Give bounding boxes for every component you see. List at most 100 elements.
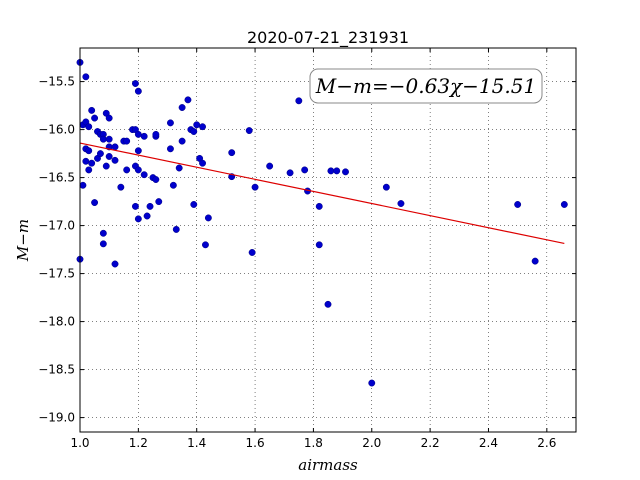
data-point	[146, 202, 154, 210]
data-point	[134, 215, 142, 223]
data-point	[169, 181, 177, 189]
data-point	[204, 214, 212, 222]
data-point	[155, 198, 163, 206]
data-point	[560, 201, 568, 208]
data-point	[140, 132, 148, 140]
data-point	[99, 135, 107, 143]
data-point	[134, 130, 142, 138]
data-point	[301, 166, 309, 174]
x-tick-label: 1.8	[304, 436, 323, 450]
data-point	[105, 153, 113, 160]
data-point	[131, 80, 139, 87]
fit-equation-frame	[309, 68, 543, 104]
data-point	[111, 143, 119, 151]
x-tick-label: 2.0	[362, 436, 381, 450]
data-point	[199, 123, 206, 131]
data-point	[286, 169, 294, 177]
data-point	[514, 201, 522, 208]
data-point	[91, 114, 99, 122]
x-tick-label: 1.0	[70, 436, 89, 450]
data-point	[531, 257, 539, 265]
data-point	[166, 119, 174, 127]
data-point	[178, 104, 186, 111]
y-tick-label: −17.0	[38, 219, 75, 233]
data-point	[105, 114, 113, 122]
data-point	[105, 135, 113, 143]
x-axis-label: airmass	[298, 456, 358, 474]
data-point	[248, 249, 256, 256]
chart-title: 2020-07-21_231931	[247, 28, 409, 48]
data-point	[193, 121, 201, 129]
grid-lines	[80, 48, 576, 432]
data-point	[152, 130, 160, 138]
y-tick-label: −17.5	[38, 267, 75, 281]
data-point	[123, 137, 131, 145]
data-point	[85, 166, 93, 174]
data-point	[342, 168, 349, 176]
data-point	[143, 212, 151, 220]
data-point	[82, 157, 90, 165]
data-point	[382, 183, 390, 191]
axis-ticks: 1.0 1.2 1.4 1.6 1.8 2.0 2.2 2.4 2.6 −15.5 −16.0 −16…	[38, 48, 576, 450]
data-point	[111, 156, 119, 164]
x-tick-label: 1.2	[129, 436, 148, 450]
y-tick-label: −16.5	[38, 171, 75, 185]
data-point	[324, 300, 332, 308]
data-point	[82, 73, 90, 81]
data-point	[251, 183, 259, 191]
y-axis-label: M−m	[14, 219, 32, 262]
data-point	[117, 183, 125, 191]
data-point	[172, 225, 180, 233]
data-point	[315, 241, 323, 249]
fit-equation-box: M−m=−0.63χ−15.51	[309, 68, 543, 104]
data-point	[190, 128, 198, 135]
y-tick-label: −19.0	[38, 411, 75, 425]
data-point	[111, 260, 119, 268]
y-tick-label: −15.5	[38, 75, 75, 89]
data-point	[333, 167, 341, 175]
data-point	[134, 87, 142, 95]
data-point	[134, 147, 142, 155]
data-point	[199, 159, 206, 167]
data-point	[123, 166, 131, 174]
y-tick-label: −18.5	[38, 363, 75, 377]
data-point	[88, 159, 96, 167]
data-point	[79, 181, 87, 189]
plot-frame	[79, 47, 577, 433]
data-point	[102, 162, 110, 170]
data-point	[91, 199, 99, 207]
data-point	[315, 202, 323, 210]
data-points	[76, 58, 568, 387]
data-point	[327, 167, 335, 175]
fit-equation-text: M−m=−0.63χ−15.51	[315, 74, 536, 98]
fit-line	[79, 142, 565, 245]
x-tick-label: 1.6	[246, 436, 265, 450]
data-point	[266, 162, 274, 170]
data-point	[85, 123, 93, 131]
data-point	[152, 176, 160, 183]
data-point	[85, 147, 93, 155]
data-point	[184, 96, 192, 104]
data-point	[202, 241, 209, 249]
data-point	[245, 127, 253, 135]
data-point	[88, 106, 96, 114]
data-point	[134, 166, 142, 174]
x-tick-label: 2.2	[421, 436, 440, 450]
data-point	[166, 145, 174, 153]
data-point	[96, 150, 104, 158]
data-point	[131, 202, 139, 210]
data-point	[99, 229, 107, 237]
x-tick-label: 2.6	[537, 436, 556, 450]
x-tick-label: 1.4	[187, 436, 206, 450]
data-point	[178, 137, 186, 145]
data-point	[99, 240, 107, 248]
data-point	[175, 164, 183, 172]
data-point	[140, 171, 148, 179]
data-point	[397, 200, 405, 207]
data-point	[190, 201, 198, 208]
y-tick-label: −18.0	[38, 315, 75, 329]
data-point	[295, 97, 303, 105]
x-tick-label: 2.4	[479, 436, 498, 450]
y-tick-label: −16.0	[38, 123, 75, 137]
